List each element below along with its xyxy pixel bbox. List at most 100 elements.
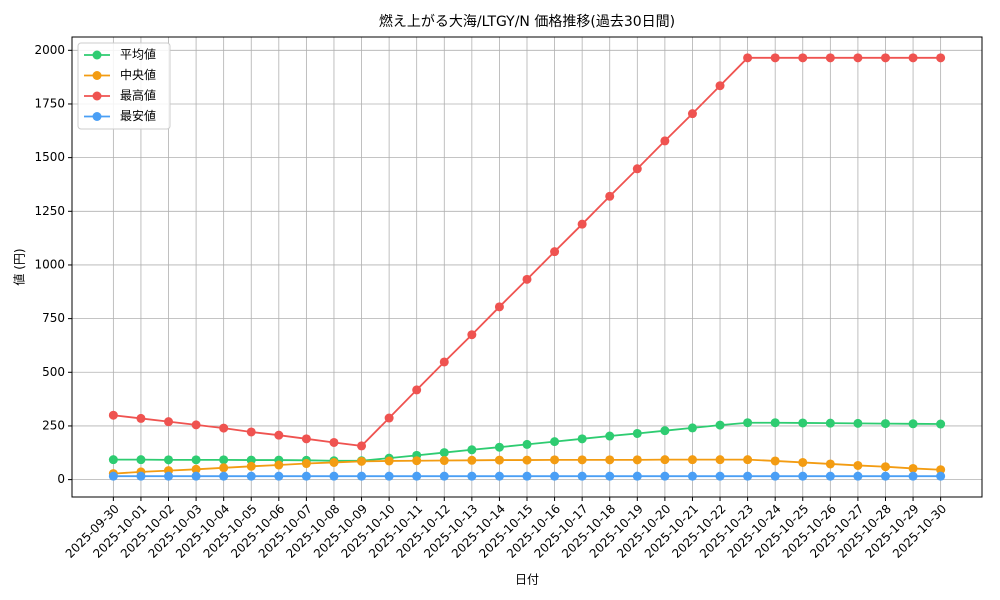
point [936,465,946,475]
legend-label: 平均値 [120,47,156,62]
point [715,455,725,465]
point [798,457,808,467]
point [274,471,284,481]
point [853,418,863,428]
point [577,434,587,444]
point [357,441,367,451]
grid [72,37,982,497]
y-tick-label: 0 [57,472,65,486]
y-tick-label: 250 [42,418,65,432]
point [660,455,670,465]
point [329,471,339,481]
point [412,456,422,466]
point [357,471,367,481]
legend-marker [92,112,102,121]
point [494,471,504,481]
point [301,471,311,481]
point [522,471,532,481]
point [467,445,477,455]
point [494,302,504,312]
point [467,455,477,465]
y-tick-label: 750 [42,311,65,325]
point [164,417,174,427]
point [191,471,201,481]
point [164,471,174,481]
point [853,460,863,470]
point [908,53,918,63]
point [770,418,780,428]
point [136,455,146,465]
point [660,426,670,436]
point [550,455,560,465]
point [577,219,587,229]
point [301,434,311,444]
point [715,81,725,91]
point [219,423,229,433]
point [798,471,808,481]
point [825,418,835,428]
y-tick-label: 1000 [34,257,65,271]
point [577,471,587,481]
point [550,437,560,447]
point [108,455,118,465]
point [384,413,394,423]
point [412,385,422,395]
point [274,430,284,440]
point [605,471,615,481]
point [191,455,201,465]
point [522,439,532,449]
point [853,471,863,481]
y-tick-label: 1500 [34,150,65,164]
legend-marker [92,50,102,60]
point [329,437,339,447]
point [825,53,835,63]
point [246,455,256,465]
point [908,463,918,473]
point [936,419,946,429]
point [770,471,780,481]
point [219,455,229,465]
point [439,357,449,367]
point [605,431,615,441]
point [770,53,780,63]
point [687,455,697,465]
point [412,471,422,481]
y-axis-label: 値 (円) [12,248,27,285]
point [357,456,367,466]
x-axis-label: 日付 [515,573,539,587]
point [164,455,174,465]
point [687,423,697,433]
chart-title: 燃え上がる大海/LTGY/N 価格推移(過去30日間) [379,13,675,30]
point [494,442,504,452]
point [246,461,256,471]
point [660,471,670,481]
point [880,53,890,63]
point [274,460,284,470]
point [439,471,449,481]
point [632,428,642,438]
point [908,471,918,481]
point [301,459,311,469]
point [550,471,560,481]
point [136,471,146,481]
point [439,456,449,466]
point [191,420,201,430]
y-tick-label: 1750 [34,96,65,110]
point [136,413,146,423]
point [743,455,753,465]
plot-frame [71,36,983,498]
point [384,471,394,481]
point [108,471,118,481]
point [219,471,229,481]
legend-label: 最高値 [120,88,156,103]
point [880,471,890,481]
point [522,274,532,284]
y-tick-label: 1250 [34,204,65,218]
point [743,418,753,428]
point [246,427,256,437]
legend-marker [92,71,102,80]
point [687,471,697,481]
point [770,456,780,466]
point [522,455,532,465]
